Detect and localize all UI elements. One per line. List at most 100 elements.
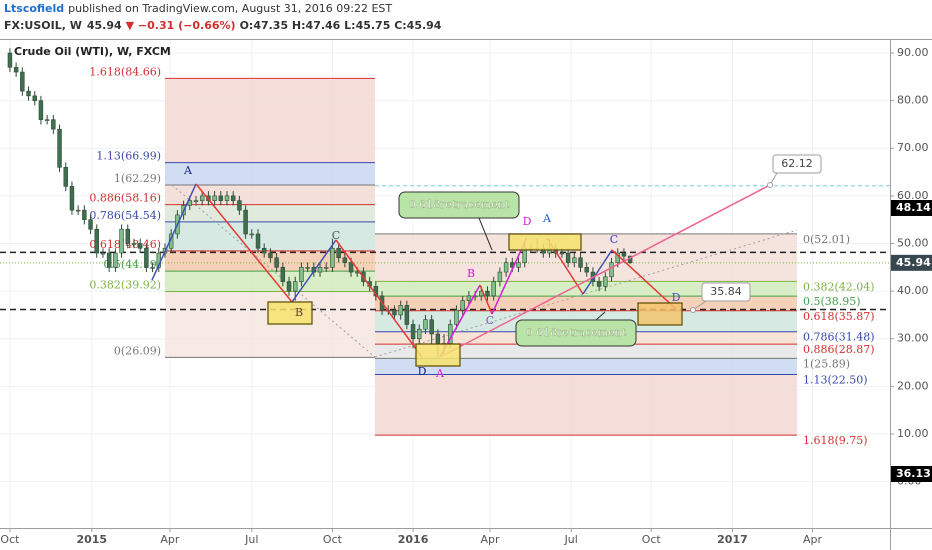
candle-body [44,119,50,121]
y-tick-label: 70.00 [897,141,929,154]
candle-body [485,290,490,297]
fib-band [165,221,375,251]
candle-body [212,195,217,201]
candle-body [559,252,565,255]
price-badge [891,254,932,271]
x-tick-label: 2016 [398,533,429,546]
fib-label: 1.13(66.99) [96,150,161,163]
candle-body [578,257,583,268]
candle-body [292,281,298,292]
point-label: D [672,291,681,304]
callout-pointer [478,217,493,251]
fib-band [165,78,375,163]
callout-text: 0.618retracement [409,198,510,211]
candle-body [497,271,503,282]
candle-body [57,128,62,168]
candle-body [268,252,273,259]
candle-body [280,267,286,282]
author[interactable]: Ltscofield [4,2,64,15]
candle-body [299,267,304,282]
candle-body [572,257,577,263]
candle-body [261,247,267,254]
chart-title: Crude Oil (WTI), W, FXCM [14,45,171,58]
y-tick-label: 10.00 [897,427,929,440]
fib-label: 0(26.09) [114,344,161,357]
candle-body [125,228,130,244]
candle-body [255,233,261,249]
candle-body [144,247,149,268]
fib-band [375,374,797,436]
y-tick-label: 50.00 [897,236,929,249]
y-tick-label: 90.00 [897,46,929,59]
plot: 1.618(84.66) 1.13(66.99) 1(62.29) 0.886(58.… [0,40,890,528]
y-tick-label: 30.00 [897,332,929,345]
candle-body [137,243,143,249]
target-box [772,154,822,174]
candle-body [7,52,13,68]
fib-band [165,271,375,292]
point-label: D [523,215,532,228]
pattern-leg [195,183,293,303]
y-tick-label: 60.00 [897,189,929,202]
candle-body [621,252,627,257]
candle-body [13,66,19,73]
guide-line [171,184,376,358]
price-badge [891,466,932,482]
zone-box [637,302,683,326]
candle-body [603,276,608,287]
fib-label: 1.13(22.50) [803,373,868,386]
candle-body [330,247,335,268]
x-tick-label: Apr [480,533,500,546]
x-tick-label: Oct [323,533,343,546]
candle-body [20,71,25,92]
callout-text: 0.618retracement [526,326,627,339]
target-label: 35.84 [710,285,742,298]
candle-body [106,252,112,268]
candle-body [199,195,205,201]
candle-body [26,90,31,97]
candle-body [131,243,137,245]
change: ▼ −0.31 (−0.66%) [126,19,236,32]
published: published on TradingView.com, August 31,… [68,2,392,15]
pattern-leg [479,284,493,315]
candle-body [249,233,255,236]
fib-label: 1.618(9.75) [803,434,868,447]
candle-body [410,324,416,340]
candle-body [417,328,422,340]
candle-body [348,262,354,273]
x-tick-label: Apr [160,533,180,546]
fib-label: 0.382(42.04) [803,280,875,293]
candle-body [423,319,428,330]
fib-band [375,358,797,375]
last-price: 45.94 [87,19,122,32]
price-badge-label: 36.13 [896,467,931,480]
fib-label: 0(52.01) [803,233,850,246]
candle-body [224,195,230,201]
callout-box [398,191,520,219]
fib-label: 0.5(38.95) [803,295,861,308]
y-tick-label: 80.00 [897,94,929,107]
symbol: FX:USOIL, W [4,19,82,32]
fib-band [165,184,375,205]
pattern-leg [291,239,337,303]
candle-body [38,100,44,120]
target-point [690,307,696,313]
candle-body [119,228,124,254]
zone-box [508,233,582,251]
candle-body [113,252,118,268]
candle-body [324,267,329,269]
pattern-leg [611,249,677,310]
fib-band [165,162,375,185]
target-label: 62.12 [781,157,813,170]
candle-body [454,309,459,325]
candle-body [596,281,602,287]
candle-body [69,186,75,211]
candle-body [609,262,614,278]
y-tick-label: 40.00 [897,284,929,297]
point-label: B [295,306,303,319]
point-label: D [418,365,427,378]
candle-body [466,295,472,301]
fib-band [375,344,797,359]
point-label: A [542,212,552,225]
